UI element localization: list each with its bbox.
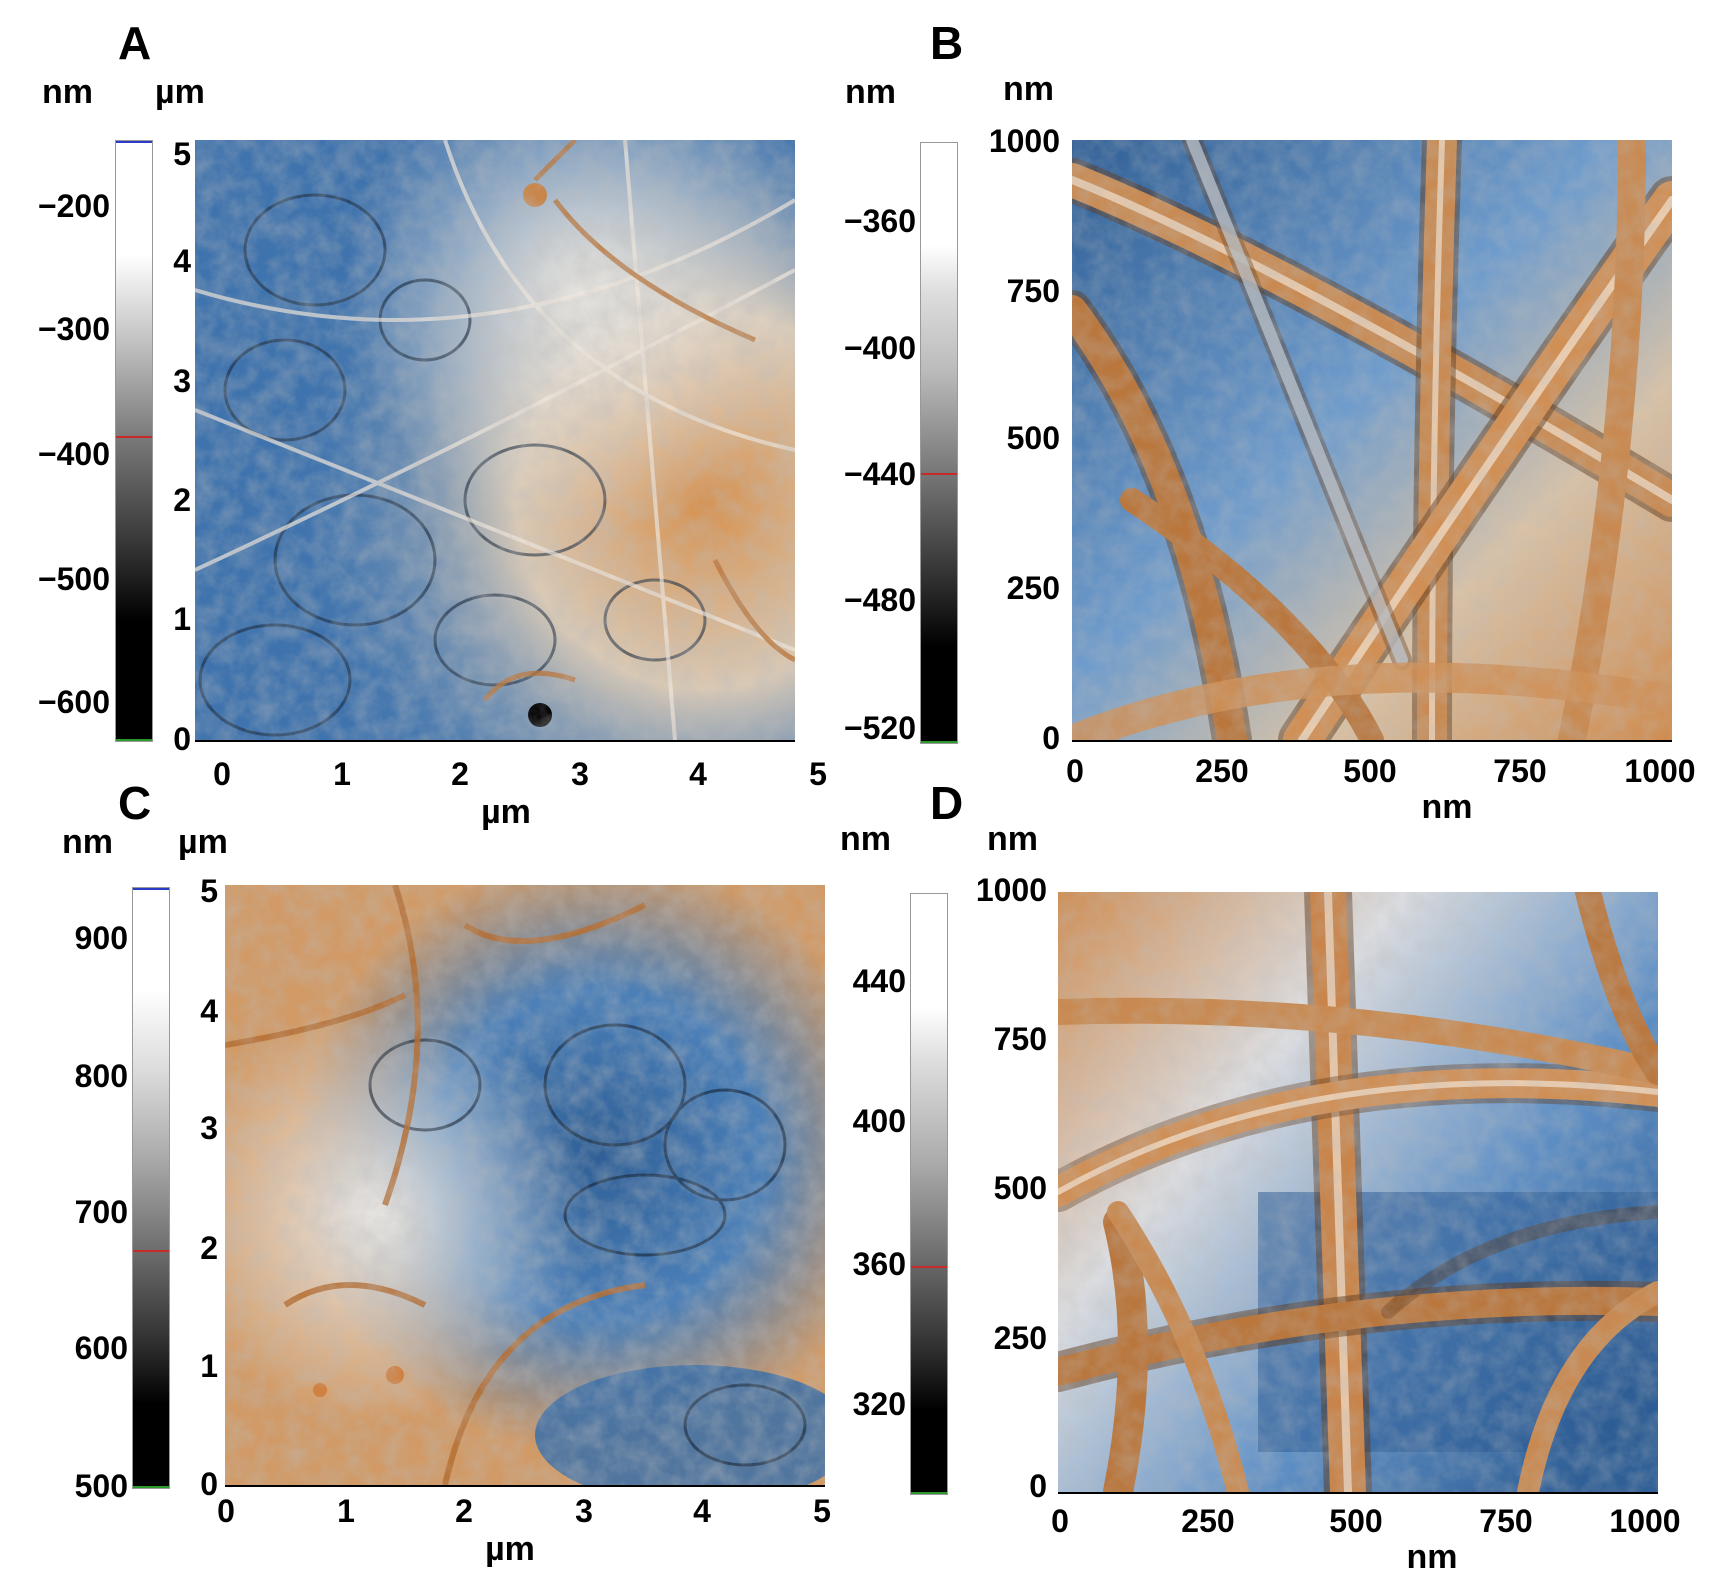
x-tick-a-5: 5 bbox=[809, 756, 827, 792]
x-axis-title-b: nm bbox=[1421, 788, 1473, 826]
axis-unit-c: µm bbox=[178, 823, 228, 861]
colorbar-a bbox=[115, 140, 153, 742]
y-tick-b-4: 0 bbox=[1042, 720, 1060, 756]
x-tick-c-3: 3 bbox=[575, 1493, 593, 1529]
y-tick-c-0: 5 bbox=[200, 873, 218, 909]
y-tick-b-3: 250 bbox=[1006, 570, 1060, 606]
x-tick-b-4: 1000 bbox=[1624, 753, 1696, 789]
x-tick-c-5: 5 bbox=[813, 1493, 831, 1529]
colorbar-tick-d-0: 440 bbox=[852, 963, 906, 999]
colorbar-tick-a-3: −500 bbox=[37, 561, 110, 597]
afm-texture-c bbox=[225, 885, 825, 1485]
colorbar-tick-b-4: −520 bbox=[843, 710, 916, 746]
x-axis-c bbox=[225, 1485, 825, 1487]
x-axis-title-c: µm bbox=[485, 1530, 535, 1568]
colorbar-tick-c-4: 500 bbox=[74, 1468, 128, 1504]
x-tick-b-2: 500 bbox=[1343, 753, 1397, 789]
y-tick-d-4: 0 bbox=[1029, 1468, 1047, 1504]
colorbar-unit-a: nm bbox=[42, 73, 93, 111]
colorbar-tick-d-3: 320 bbox=[852, 1386, 906, 1422]
y-tick-a-0: 5 bbox=[173, 136, 191, 172]
afm-image-b bbox=[1072, 140, 1672, 740]
colorbar-b bbox=[920, 142, 958, 744]
x-tick-d-1: 250 bbox=[1181, 1503, 1235, 1539]
x-axis-b bbox=[1072, 740, 1672, 742]
colorbar-tick-c-1: 800 bbox=[74, 1058, 128, 1094]
afm-texture-a bbox=[195, 140, 795, 740]
x-tick-a-3: 3 bbox=[571, 756, 589, 792]
panel-label-a: A bbox=[118, 17, 152, 69]
y-tick-c-3: 2 bbox=[200, 1230, 218, 1266]
x-tick-a-2: 2 bbox=[451, 756, 469, 792]
colorbar-tick-c-3: 600 bbox=[74, 1330, 128, 1366]
y-tick-b-1: 750 bbox=[1006, 273, 1060, 309]
afm-image-d bbox=[1058, 892, 1658, 1492]
x-tick-a-4: 4 bbox=[689, 756, 707, 792]
x-axis-title-a: µm bbox=[481, 793, 531, 831]
x-tick-d-2: 500 bbox=[1329, 1503, 1383, 1539]
colorbar-tick-a-2: −400 bbox=[37, 436, 110, 472]
axis-unit-b: nm bbox=[1003, 70, 1054, 108]
panel-label-c: C bbox=[118, 777, 152, 829]
colorbar-tick-c-2: 700 bbox=[74, 1194, 128, 1230]
x-axis-title-d: nm bbox=[1406, 1538, 1458, 1576]
x-tick-d-3: 750 bbox=[1479, 1503, 1533, 1539]
y-tick-a-3: 2 bbox=[173, 482, 191, 518]
colorbar-d bbox=[910, 893, 948, 1495]
afm-image-a bbox=[195, 140, 795, 740]
x-axis-d bbox=[1058, 1492, 1658, 1494]
y-tick-d-2: 500 bbox=[993, 1170, 1047, 1206]
x-tick-c-0: 0 bbox=[217, 1493, 235, 1529]
y-tick-d-3: 250 bbox=[993, 1320, 1047, 1356]
colorbar-tick-d-1: 400 bbox=[852, 1103, 906, 1139]
panel-label-b: B bbox=[930, 17, 964, 69]
colorbar-tick-a-4: −600 bbox=[37, 684, 110, 720]
x-tick-b-0: 0 bbox=[1066, 753, 1084, 789]
colorbar-unit-c: nm bbox=[62, 823, 113, 861]
axis-unit-a: µm bbox=[155, 73, 205, 111]
colorbar-tick-a-1: −300 bbox=[37, 311, 110, 347]
y-tick-a-4: 1 bbox=[173, 601, 191, 637]
x-tick-b-1: 250 bbox=[1195, 753, 1249, 789]
y-tick-b-0: 1000 bbox=[988, 123, 1060, 159]
colorbar-tick-b-3: −480 bbox=[843, 582, 916, 618]
x-tick-a-0: 0 bbox=[213, 756, 231, 792]
colorbar-tick-a-0: −200 bbox=[37, 188, 110, 224]
x-tick-a-1: 1 bbox=[333, 756, 351, 792]
colorbar-unit-d: nm bbox=[840, 820, 891, 858]
y-tick-d-0: 1000 bbox=[975, 872, 1047, 908]
y-tick-d-1: 750 bbox=[993, 1021, 1047, 1057]
x-tick-b-3: 750 bbox=[1493, 753, 1547, 789]
x-tick-c-1: 1 bbox=[337, 1493, 355, 1529]
y-tick-c-4: 1 bbox=[200, 1348, 218, 1384]
y-tick-a-5: 0 bbox=[173, 721, 191, 757]
y-tick-c-5: 0 bbox=[200, 1466, 218, 1502]
afm-texture-d bbox=[1058, 892, 1658, 1492]
colorbar-unit-b: nm bbox=[845, 73, 896, 111]
x-tick-d-0: 0 bbox=[1051, 1503, 1069, 1539]
y-tick-c-1: 4 bbox=[200, 993, 218, 1029]
panel-label-d: D bbox=[930, 777, 964, 829]
colorbar-tick-b-2: −440 bbox=[843, 456, 916, 492]
colorbar-tick-b-1: −400 bbox=[843, 330, 916, 366]
x-tick-c-4: 4 bbox=[693, 1493, 711, 1529]
axis-unit-d: nm bbox=[987, 820, 1038, 858]
x-tick-c-2: 2 bbox=[455, 1493, 473, 1529]
y-tick-b-2: 500 bbox=[1006, 420, 1060, 456]
x-tick-d-4: 1000 bbox=[1609, 1503, 1681, 1539]
afm-image-c bbox=[225, 885, 825, 1485]
colorbar-c bbox=[132, 887, 170, 1489]
colorbar-tick-b-0: −360 bbox=[843, 203, 916, 239]
y-tick-c-2: 3 bbox=[200, 1110, 218, 1146]
y-tick-a-2: 3 bbox=[173, 363, 191, 399]
afm-texture-b bbox=[1072, 140, 1672, 740]
colorbar-tick-d-2: 360 bbox=[852, 1246, 906, 1282]
y-tick-a-1: 4 bbox=[173, 243, 191, 279]
x-axis-a bbox=[195, 740, 795, 742]
colorbar-tick-c-0: 900 bbox=[74, 920, 128, 956]
